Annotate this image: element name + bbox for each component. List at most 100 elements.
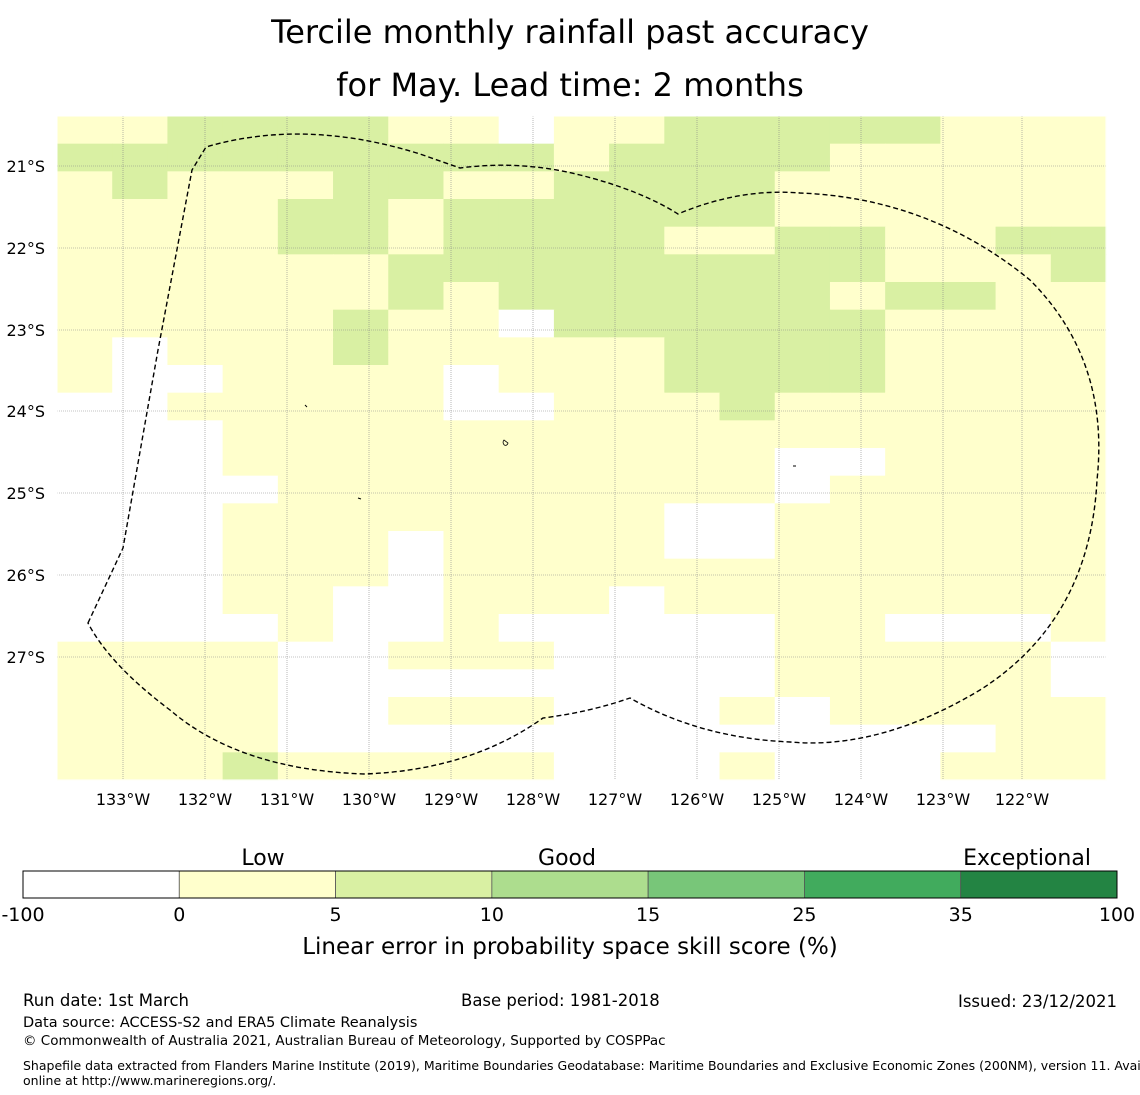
skill-cell xyxy=(57,669,113,698)
skill-cell xyxy=(995,558,1052,587)
skill-cell xyxy=(995,586,1052,615)
skill-cell xyxy=(995,697,1052,726)
skill-cell xyxy=(57,392,113,421)
skill-cell xyxy=(443,365,500,394)
skill-cell xyxy=(333,254,389,283)
skill-cell xyxy=(774,724,831,753)
skill-score-map: 21°S22°S23°S24°S25°S26°S27°S 133°W 132°W 1… xyxy=(1,115,1135,960)
skill-cell xyxy=(57,199,113,228)
skill-cell xyxy=(498,309,555,338)
skill-cell xyxy=(829,531,886,560)
skill-cell xyxy=(609,226,665,255)
skill-cell xyxy=(885,503,941,532)
skill-cell xyxy=(388,226,445,255)
skill-cell xyxy=(167,116,224,145)
skill-cell xyxy=(1050,586,1107,615)
skill-cell xyxy=(277,448,334,477)
skill-cell xyxy=(333,503,389,532)
skill-cell xyxy=(277,143,334,172)
skill-cell xyxy=(443,531,500,560)
colorbar-tick-label: 5 xyxy=(330,904,342,926)
skill-cell xyxy=(609,448,665,477)
skill-cell xyxy=(333,420,389,449)
longitude-label: 130°W xyxy=(342,790,397,809)
skill-cell xyxy=(388,199,445,228)
skill-cell xyxy=(940,365,997,394)
skill-cell xyxy=(498,475,555,504)
skill-cell xyxy=(885,697,941,726)
skill-cell xyxy=(277,199,334,228)
skill-cell xyxy=(609,752,665,781)
skill-cell xyxy=(995,282,1052,311)
longitude-label: 132°W xyxy=(178,790,233,809)
skill-cell xyxy=(1050,752,1107,781)
skill-cell xyxy=(553,752,610,781)
skill-cell xyxy=(443,282,500,311)
skill-cell xyxy=(940,337,997,366)
skill-cell xyxy=(995,475,1052,504)
skill-cell xyxy=(829,669,886,698)
skill-cell xyxy=(995,669,1052,698)
skill-cell xyxy=(1050,226,1107,255)
skill-cell xyxy=(774,254,831,283)
skill-cell xyxy=(57,254,113,283)
island-marker xyxy=(502,439,509,446)
skill-cell xyxy=(995,254,1052,283)
skill-cell xyxy=(443,420,500,449)
skill-cell xyxy=(498,558,555,587)
skill-cell xyxy=(664,503,721,532)
skill-cell xyxy=(112,282,169,311)
skill-cell xyxy=(277,282,334,311)
skill-cell xyxy=(940,641,997,670)
skill-cell xyxy=(167,614,224,643)
skill-cell xyxy=(719,669,776,698)
skill-cell xyxy=(719,724,776,753)
skill-cell xyxy=(498,448,555,477)
skill-cell xyxy=(995,309,1052,338)
skill-cell xyxy=(774,282,831,311)
skill-cell xyxy=(719,641,776,670)
skill-cell xyxy=(719,171,776,200)
skill-cell xyxy=(222,226,279,255)
skill-cell xyxy=(719,558,776,587)
skill-cell xyxy=(774,531,831,560)
skill-cell xyxy=(940,116,997,145)
skill-cell xyxy=(1050,309,1107,338)
skill-cell xyxy=(388,282,445,311)
skill-cell xyxy=(609,337,665,366)
skill-cell xyxy=(829,752,886,781)
skill-cell xyxy=(277,697,334,726)
skill-cell xyxy=(333,558,389,587)
colorbar xyxy=(22,870,1118,899)
skill-cell xyxy=(885,171,941,200)
skill-cell xyxy=(774,420,831,449)
skill-cell xyxy=(995,448,1052,477)
skill-cell xyxy=(167,475,224,504)
skill-cell xyxy=(774,448,831,477)
skill-cell xyxy=(167,586,224,615)
skill-cell xyxy=(553,586,610,615)
skill-cell xyxy=(995,724,1052,753)
base-period: Base period: 1981-2018 xyxy=(461,991,660,1010)
skill-cell xyxy=(443,475,500,504)
skill-cell xyxy=(388,586,445,615)
skill-cell xyxy=(719,309,776,338)
skill-cell xyxy=(664,143,721,172)
skill-cell xyxy=(885,337,941,366)
skill-cell xyxy=(167,337,224,366)
skill-cell xyxy=(829,475,886,504)
skill-cell xyxy=(333,669,389,698)
skill-cell xyxy=(1050,503,1107,532)
skill-cell xyxy=(112,365,169,394)
skill-cell xyxy=(222,503,279,532)
skill-cell xyxy=(940,724,997,753)
skill-cell xyxy=(609,171,665,200)
skill-cell xyxy=(277,669,334,698)
skill-cell xyxy=(553,614,610,643)
skill-cell xyxy=(222,171,279,200)
skill-cell xyxy=(664,752,721,781)
skill-cell xyxy=(553,641,610,670)
eez-boundary xyxy=(87,133,1100,775)
island-marker xyxy=(357,497,362,500)
skill-cell xyxy=(57,586,113,615)
